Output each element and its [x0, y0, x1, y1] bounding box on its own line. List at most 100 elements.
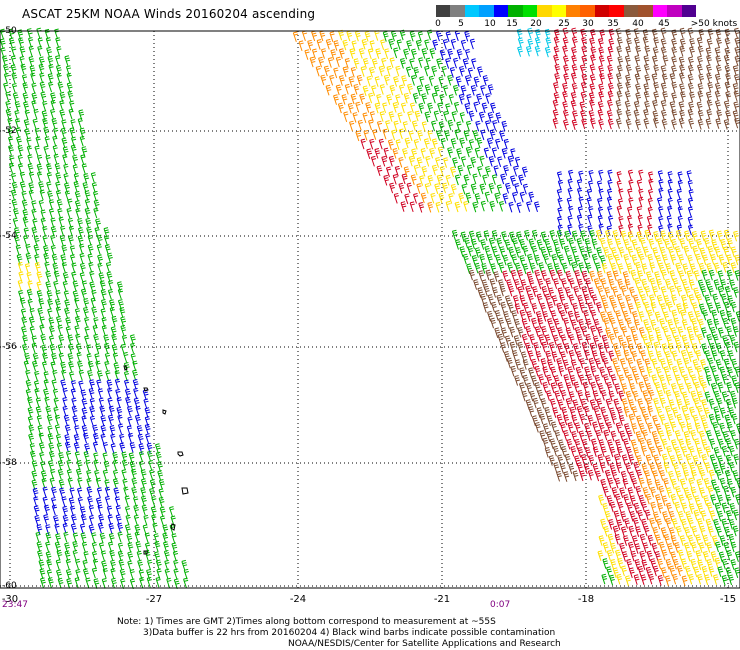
wind-barb: [596, 302, 602, 313]
wind-barb: [634, 319, 640, 330]
wind-barb: [64, 441, 71, 453]
wind-barb: [721, 391, 728, 402]
wind-barb: [574, 311, 580, 323]
wind-barb: [571, 430, 577, 442]
wind-barb: [723, 229, 730, 241]
wind-barb: [100, 433, 106, 445]
wind-barb: [634, 37, 640, 48]
wind-barb: [491, 301, 497, 313]
wind-barb: [636, 343, 643, 354]
wind-barb: [110, 559, 116, 571]
wind-barb: [603, 246, 610, 258]
wind-barb: [418, 202, 425, 213]
wind-barb: [481, 279, 488, 291]
wind-barb: [519, 191, 525, 203]
wind-barb: [721, 558, 728, 570]
wind-barb: [675, 229, 682, 241]
wind-barb: [383, 74, 390, 86]
wind-barb: [21, 326, 27, 337]
wind-barb: [503, 164, 509, 176]
wind-barb: [164, 568, 170, 580]
wind-barb: [428, 75, 434, 87]
wind-barb: [409, 58, 415, 69]
wind-barb: [10, 189, 17, 201]
wind-barb: [576, 405, 583, 417]
wind-barb: [117, 531, 123, 543]
wind-barb: [716, 109, 723, 121]
wind-barb: [633, 502, 640, 514]
wind-barb: [96, 379, 102, 390]
wind-barb: [74, 190, 81, 202]
wind-barb: [343, 111, 349, 123]
wind-barb: [557, 197, 563, 209]
plot-frame: [0, 30, 740, 589]
wind-barb: [387, 139, 394, 150]
wind-barb: [552, 109, 559, 121]
wind-barb: [534, 269, 541, 281]
wind-barb: [108, 279, 114, 291]
wind-barb: [56, 199, 63, 210]
wind-barb: [605, 327, 611, 339]
wind-barb: [394, 165, 400, 177]
wind-barb: [688, 101, 694, 113]
wind-barb: [602, 542, 609, 553]
wind-barb: [409, 30, 416, 42]
wind-barb: [719, 535, 726, 546]
wind-barb: [713, 406, 720, 417]
wind-barb: [589, 99, 595, 111]
wind-barb: [695, 550, 702, 561]
wind-barb: [431, 120, 437, 132]
wind-barb: [470, 238, 477, 250]
wind-barb: [673, 335, 680, 346]
wind-barb: [687, 180, 693, 191]
wind-barb: [53, 153, 59, 165]
wind-barb: [711, 479, 717, 490]
wind-barb: [472, 201, 479, 213]
wind-barb: [624, 90, 631, 102]
wind-barb: [719, 309, 726, 321]
wind-barb: [38, 56, 45, 68]
wind-barb: [360, 66, 366, 77]
wind-barb: [549, 341, 555, 353]
wind-barb: [159, 515, 166, 527]
wind-barb: [40, 470, 47, 482]
wind-barb: [159, 506, 166, 518]
wind-barb: [706, 430, 712, 441]
wind-barb: [551, 295, 558, 306]
wind-barb: [726, 326, 732, 337]
wind-barb: [668, 527, 675, 538]
wind-barb: [34, 388, 40, 399]
wind-barb: [490, 263, 497, 274]
wind-barb: [48, 199, 55, 210]
wind-barb: [697, 559, 704, 571]
wind-barb: [577, 389, 584, 401]
wind-barb: [502, 270, 509, 282]
wind-barb: [46, 181, 52, 193]
wind-barb: [597, 342, 604, 354]
wind-barb: [702, 422, 709, 433]
wind-barb: [581, 270, 588, 282]
wind-barb: [671, 518, 678, 529]
wind-barb: [121, 469, 127, 480]
wind-barb: [465, 146, 472, 158]
wind-barb: [602, 558, 609, 569]
wind-barb: [734, 55, 740, 67]
wind-barb: [103, 227, 110, 238]
wind-barb: [362, 112, 368, 124]
wind-barb: [690, 486, 697, 498]
wind-barb: [671, 38, 677, 49]
wind-barb: [77, 477, 83, 489]
wind-barb: [702, 550, 709, 562]
wind-barb: [604, 510, 611, 522]
wind-barb: [699, 525, 706, 537]
lon-label: -21: [433, 594, 451, 605]
wind-barb: [610, 430, 617, 442]
island-outline: [123, 365, 128, 371]
wind-barb: [572, 343, 579, 354]
wind-barb: [93, 459, 99, 471]
wind-barb: [617, 501, 624, 513]
wind-barb: [42, 226, 48, 237]
wind-barb: [608, 278, 615, 290]
wind-barb: [529, 334, 535, 345]
wind-barb: [363, 130, 369, 141]
